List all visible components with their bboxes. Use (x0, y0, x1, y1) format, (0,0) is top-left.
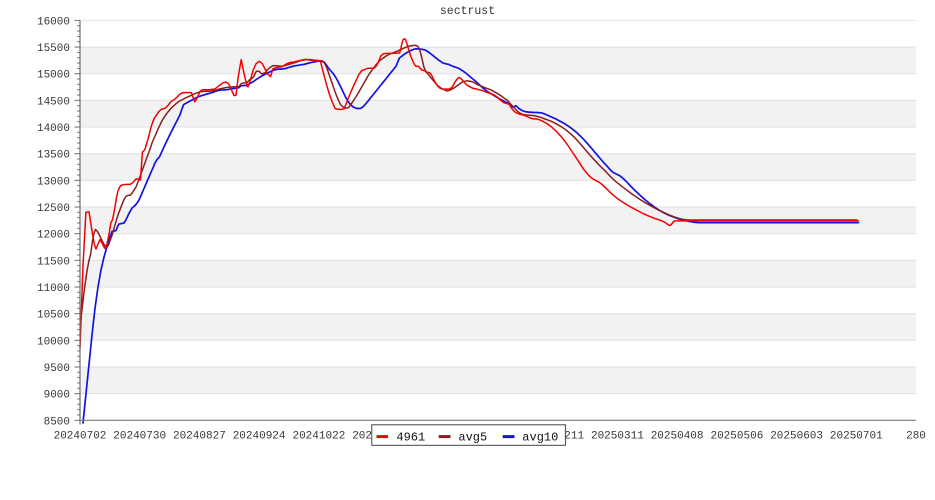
svg-text:9500: 9500 (44, 363, 70, 375)
svg-text:9000: 9000 (44, 390, 70, 402)
svg-text:13500: 13500 (37, 150, 70, 162)
svg-text:10000: 10000 (37, 336, 70, 348)
svg-text:280: 280 (906, 431, 926, 443)
svg-text:avg5: avg5 (458, 431, 487, 445)
svg-text:14500: 14500 (37, 96, 70, 108)
svg-text:14000: 14000 (37, 123, 70, 135)
svg-text:15500: 15500 (37, 43, 70, 55)
svg-text:20240924: 20240924 (233, 431, 286, 443)
svg-text:16000: 16000 (37, 16, 70, 28)
svg-text:11000: 11000 (37, 283, 70, 295)
svg-text:13000: 13000 (37, 176, 70, 188)
svg-text:8500: 8500 (44, 416, 70, 428)
svg-text:20250506: 20250506 (710, 431, 763, 443)
svg-text:20250603: 20250603 (770, 431, 823, 443)
svg-text:12500: 12500 (37, 203, 70, 215)
svg-text:12000: 12000 (37, 230, 70, 242)
svg-text:20240702: 20240702 (54, 431, 107, 443)
svg-text:11500: 11500 (37, 256, 70, 268)
svg-text:10500: 10500 (37, 310, 70, 322)
svg-text:20241022: 20241022 (292, 431, 345, 443)
svg-text:20250701: 20250701 (830, 431, 883, 443)
svg-text:20250408: 20250408 (651, 431, 704, 443)
svg-text:20240827: 20240827 (173, 431, 226, 443)
svg-text:avg10: avg10 (522, 431, 558, 445)
svg-text:sectrust: sectrust (440, 5, 495, 18)
svg-text:20250311: 20250311 (591, 431, 644, 443)
svg-text:4961: 4961 (396, 431, 425, 445)
svg-text:15000: 15000 (37, 70, 70, 82)
svg-text:20240730: 20240730 (113, 431, 166, 443)
